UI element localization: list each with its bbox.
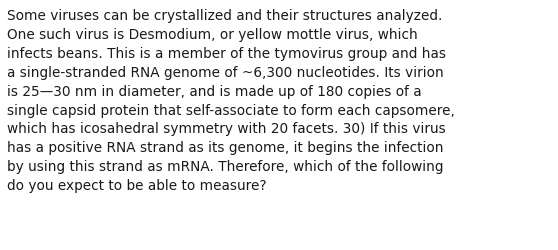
Text: Some viruses can be crystallized and their structures analyzed.
One such virus i: Some viruses can be crystallized and the…	[7, 9, 455, 192]
